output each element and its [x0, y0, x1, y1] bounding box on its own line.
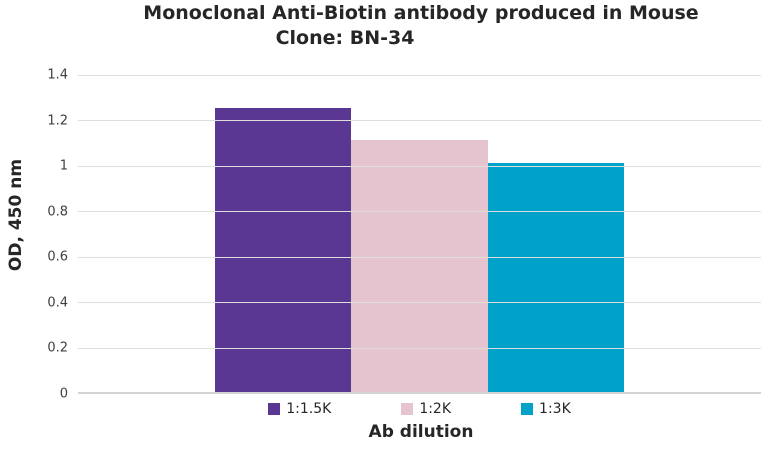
y-tick-label: 0.4: [47, 295, 68, 311]
legend-item: 1:1.5K: [268, 401, 331, 417]
legend-swatch-icon: [268, 403, 281, 415]
legend-swatch-icon: [521, 403, 534, 415]
x-axis-label: Ab dilution: [368, 422, 474, 442]
plot-area: [78, 74, 761, 394]
bar-1:1.5K: [214, 108, 352, 393]
chart-title: Monoclonal Anti-Biotin antibody produced…: [143, 2, 699, 24]
x-axis-line: [78, 392, 761, 394]
gridline: [78, 165, 761, 167]
legend: 1:1.5K 1:2K 1:3K: [78, 401, 761, 417]
y-tick-label: 0.8: [47, 204, 68, 220]
y-tick-label: 0.6: [47, 249, 68, 265]
legend-label: 1:1.5K: [286, 401, 332, 417]
gridline: [78, 211, 761, 213]
bar-1:3K: [487, 162, 625, 393]
chart-subtitle: Clone: BN-34: [275, 27, 415, 49]
gridline: [78, 120, 761, 122]
bar-1:2K: [351, 140, 488, 393]
legend-item: 1:3K: [521, 401, 571, 417]
gridline: [78, 74, 761, 76]
y-tick-label: 1.2: [47, 113, 68, 129]
y-tick-label: 1.4: [47, 67, 68, 83]
y-axis-ticks: 0 0.2 0.4 0.6 0.8 1 1.2 1.4: [0, 68, 68, 402]
gridline: [78, 256, 761, 258]
y-tick-label: 0: [59, 386, 68, 402]
legend-item: 1:2K: [401, 401, 451, 417]
y-tick-label: 1: [59, 158, 68, 174]
legend-swatch-icon: [401, 403, 414, 415]
gridline: [78, 302, 761, 304]
legend-label: 1:3K: [539, 401, 571, 417]
bar-group: [78, 75, 761, 393]
y-tick-label: 0.2: [47, 340, 68, 356]
gridline: [78, 347, 761, 349]
legend-label: 1:2K: [419, 401, 452, 417]
